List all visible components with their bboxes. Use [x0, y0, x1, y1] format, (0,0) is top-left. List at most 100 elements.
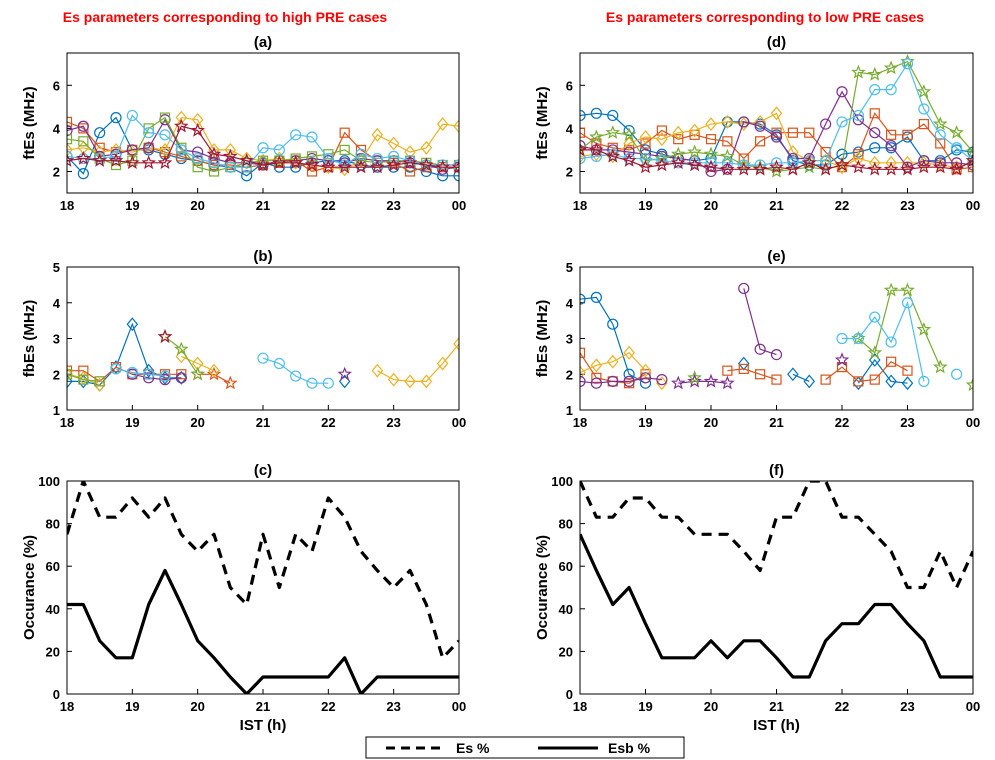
star-marker — [451, 159, 459, 174]
star-marker — [370, 159, 385, 174]
x-tick-label: 00 — [966, 699, 980, 714]
diamond-marker — [606, 354, 619, 369]
series-line-11 — [678, 380, 728, 384]
diamond-marker — [175, 110, 188, 125]
circle-marker — [721, 157, 733, 169]
star-marker — [605, 148, 621, 163]
square-marker — [755, 369, 766, 380]
star-marker — [621, 127, 637, 142]
panel-title: (f) — [769, 462, 784, 479]
series-line-5 — [181, 355, 215, 372]
x-tick-label: 22 — [835, 415, 849, 430]
circle-marker — [192, 152, 204, 165]
circle-marker — [869, 84, 881, 96]
series-line-11 — [115, 368, 166, 377]
diamond-marker — [67, 374, 73, 389]
circle-marker — [967, 155, 973, 167]
circle-marker — [934, 129, 946, 141]
circle-marker — [590, 377, 602, 389]
plot-area — [67, 267, 459, 410]
circle-marker — [175, 144, 187, 156]
star-marker — [965, 153, 973, 167]
circle-marker — [290, 161, 302, 173]
circle-marker — [754, 343, 766, 355]
x-tick-label: 18 — [60, 198, 74, 213]
square-marker — [902, 129, 913, 140]
circle-marker — [290, 370, 302, 382]
x-tick-label: 20 — [704, 415, 718, 430]
square-marker — [738, 363, 749, 374]
diamond-marker — [436, 356, 449, 371]
y-tick-label: 6 — [566, 78, 573, 93]
square-marker — [656, 125, 667, 136]
star-marker — [621, 153, 637, 167]
series-line-10 — [164, 336, 199, 375]
circle-marker — [738, 159, 750, 171]
x-axis-label: IST (h) — [240, 717, 287, 734]
circle-marker — [852, 109, 864, 122]
square-marker — [673, 134, 684, 145]
circle-marker — [273, 144, 285, 156]
star-marker — [883, 161, 899, 176]
star-marker — [589, 129, 604, 144]
diamond-marker — [387, 372, 400, 387]
y-tick-label: 1 — [566, 403, 573, 418]
star-marker — [580, 142, 588, 157]
series-line-0 — [67, 322, 182, 386]
star-marker — [304, 157, 320, 172]
y-tick-label: 4 — [566, 296, 574, 311]
y-tick-label: 5 — [53, 260, 60, 275]
diamond-marker — [371, 127, 384, 142]
diamond-marker — [208, 142, 220, 157]
y-tick-label: 2 — [53, 164, 60, 179]
x-tick-label: 19 — [125, 198, 139, 213]
diamond-marker — [901, 376, 914, 391]
diamond-marker — [656, 132, 668, 147]
diamond-marker — [436, 117, 449, 132]
circle-marker — [918, 103, 930, 115]
star-marker — [321, 159, 336, 174]
axes-frame — [579, 480, 974, 695]
circle-marker — [607, 109, 619, 122]
x-tick-label: 23 — [386, 415, 400, 430]
circle-marker — [580, 293, 586, 305]
square-marker — [771, 374, 782, 385]
y-tick-label: 0 — [53, 687, 60, 702]
esb-percent-line — [580, 533, 973, 679]
square-marker — [208, 166, 220, 177]
y-tick-label: 4 — [53, 296, 61, 311]
square-marker — [339, 144, 350, 156]
diamond-marker — [590, 358, 603, 373]
x-tick-label: 23 — [900, 415, 914, 430]
square-marker — [640, 369, 651, 380]
star-marker — [92, 153, 107, 167]
star-marker — [867, 161, 883, 176]
star-marker — [174, 341, 189, 356]
square-marker — [67, 116, 73, 128]
star-marker — [157, 329, 173, 343]
star-marker — [834, 157, 850, 172]
star-marker — [76, 150, 91, 165]
diamond-marker — [803, 374, 816, 389]
star-marker — [949, 161, 964, 176]
circle-marker — [67, 124, 73, 137]
star-marker — [916, 84, 932, 98]
diamond-marker — [257, 153, 269, 168]
circle-marker — [951, 368, 963, 380]
star-marker — [206, 146, 222, 161]
circle-marker — [159, 370, 171, 382]
circle-marker — [869, 142, 881, 154]
diamond-marker — [371, 363, 384, 378]
star-marker — [67, 153, 75, 167]
x-tick-label: 20 — [190, 198, 204, 213]
x-tick-label: 19 — [638, 699, 652, 714]
star-marker — [687, 157, 702, 172]
square-marker — [886, 129, 897, 140]
star-marker — [785, 161, 801, 176]
star-marker — [402, 155, 418, 170]
star-marker — [720, 148, 735, 163]
star-marker — [353, 159, 369, 174]
diamond-marker — [819, 153, 832, 168]
star-marker — [720, 161, 735, 176]
